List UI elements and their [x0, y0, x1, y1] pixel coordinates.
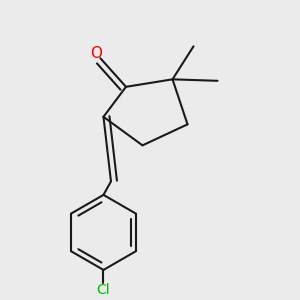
Text: Cl: Cl [97, 283, 110, 297]
Text: O: O [90, 46, 102, 61]
